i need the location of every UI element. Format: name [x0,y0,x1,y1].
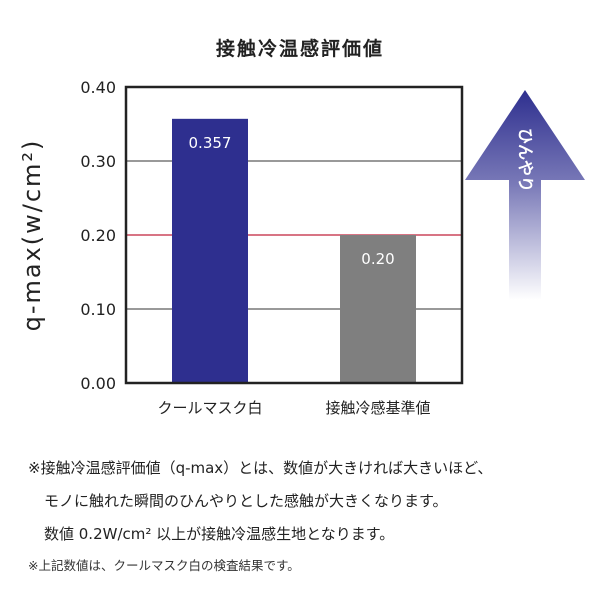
y-tick-label: 0.40 [80,78,116,97]
plot-frame [124,85,464,385]
x-category-label: 接触冷感基準値 [325,399,430,417]
note-line-2: モノに触れた瞬間のひんやりとした感触が大きくなります。 [44,492,448,510]
coolness-arrow: ひんやり [465,90,585,300]
bar-value-label: 0.20 [361,250,394,268]
arrow-label: ひんやり [516,128,535,192]
y-tick-label: 0.00 [80,374,116,393]
footnote: ※上記数値は、クールマスク白の検査結果です。 [28,558,300,573]
y-tick-label: 0.10 [80,300,116,319]
y-tick-label: 0.20 [80,226,116,245]
y-axis-label: q-max(w/cm²) [18,139,46,332]
arrow-up-icon [465,90,585,300]
notes-section: ※接触冷温感評価値（q-max）とは、数値が大きければ大きいほど、 モノに触れた… [28,452,588,579]
bar [340,235,416,383]
bar [172,118,248,383]
note-line-3: 数値 0.2W/cm² 以上が接触冷温感生地となります。 [44,525,395,543]
y-tick-label: 0.30 [80,152,116,171]
note-line-1: ※接触冷温感評価値（q-max）とは、数値が大きければ大きいほど、 [28,459,493,477]
chart: 接触冷温感評価値 q-max(w/cm²) 0.00 0.10 0.20 0.30 0.… [18,37,585,417]
bar-value-label: 0.357 [189,134,232,152]
x-category-label: クールマスク白 [157,399,262,417]
chart-title: 接触冷温感評価値 [216,37,384,60]
